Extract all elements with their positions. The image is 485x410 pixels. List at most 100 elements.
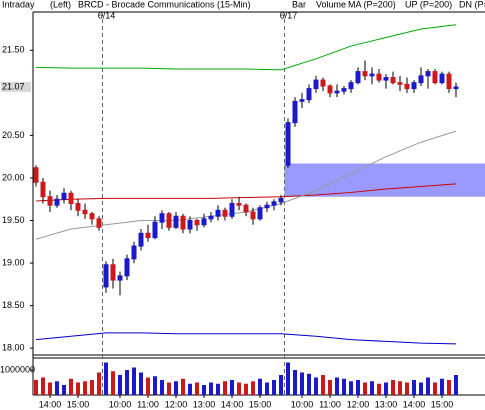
candle-body	[222, 209, 228, 217]
header-mode: Intraday	[2, 0, 35, 9]
candle-body	[117, 275, 123, 281]
x-tick-label: 10:00	[109, 399, 132, 409]
candle-body	[75, 203, 81, 211]
candle-body	[201, 218, 207, 226]
candle-body	[299, 99, 305, 102]
volume-bar	[97, 372, 101, 395]
candle-body	[432, 71, 438, 84]
volume-bar	[174, 381, 178, 395]
volume-bar	[307, 373, 311, 395]
y-tick-label: 20.50	[2, 130, 25, 140]
day-break-label: 6/14	[98, 10, 116, 20]
candle-body	[96, 218, 102, 228]
x-tick-label: 12:00	[347, 399, 370, 409]
header-axis: (Left)	[50, 0, 71, 9]
volume-bar	[160, 380, 164, 395]
x-tick-label: 15:00	[431, 399, 454, 409]
volume-bar	[433, 382, 437, 395]
volume-bar	[377, 383, 381, 395]
volume-bar	[139, 372, 143, 395]
candle-body	[61, 192, 67, 200]
volume-bar	[167, 382, 171, 395]
x-tick-label: 15:00	[67, 399, 90, 409]
volume-bar	[335, 377, 339, 395]
y-tick-label: 19.50	[2, 215, 25, 225]
chart-title: BRCD - Brocade Communications (15-Min)	[78, 0, 251, 9]
candle-body	[397, 82, 403, 85]
x-tick-label: 10:00	[291, 399, 314, 409]
volume-bar	[118, 375, 122, 395]
x-tick-label: 11:00	[319, 399, 341, 409]
price-zone	[284, 163, 485, 197]
volume-bar	[188, 383, 192, 395]
volume-bar	[216, 383, 220, 395]
volume-bar	[412, 380, 416, 395]
candle-body	[54, 198, 60, 206]
volume-bar	[55, 381, 59, 395]
volume-bar	[181, 378, 185, 395]
volume-bar	[41, 377, 45, 395]
candle-body	[446, 73, 452, 90]
candle-body	[411, 82, 417, 90]
volume-bar	[328, 380, 332, 395]
volume-bar	[440, 378, 444, 395]
volume-bar	[293, 370, 297, 395]
volume-bar	[384, 382, 388, 395]
candle-body	[124, 258, 130, 277]
volume-bar	[321, 375, 325, 395]
volume-bar	[48, 382, 52, 395]
candle-body	[159, 213, 165, 223]
y-tick-label: 21.50	[2, 45, 25, 55]
volume-legend: Volume	[316, 0, 346, 9]
candle-body	[47, 196, 53, 206]
volume-bar	[279, 375, 283, 395]
volume-bar	[251, 381, 255, 395]
candle-body	[131, 245, 137, 260]
candle-body	[348, 82, 354, 90]
candle-body	[292, 100, 298, 124]
volume-bar	[202, 385, 206, 395]
volume-bar	[62, 385, 66, 395]
x-tick-label: 13:00	[375, 399, 398, 409]
x-tick-label: 15:00	[249, 399, 272, 409]
volume-bar	[363, 382, 367, 395]
volume-bar	[230, 380, 234, 395]
x-tick-label: 13:00	[193, 399, 216, 409]
x-tick-label: 14:00	[221, 399, 244, 409]
volume-bar	[398, 381, 402, 395]
candle-body	[257, 207, 263, 220]
volume-bar	[111, 371, 115, 395]
candle-body	[33, 167, 39, 183]
volume-bar	[349, 381, 353, 395]
volume-bar	[405, 382, 409, 395]
x-tick-label: 14:00	[39, 399, 62, 409]
volume-bar	[426, 377, 430, 395]
volume-bar	[342, 378, 346, 395]
candle-body	[173, 215, 179, 228]
candle-body	[320, 79, 326, 87]
candle-body	[334, 90, 340, 94]
volume-bar	[370, 381, 374, 395]
indicator-line	[35, 24, 457, 71]
candle-body	[418, 75, 424, 84]
candle-body	[138, 232, 144, 247]
candle-body	[439, 73, 445, 84]
candle-body	[390, 77, 396, 84]
x-tick-label: 11:00	[137, 399, 159, 409]
y-tick-label: 19.00	[2, 257, 25, 267]
volume-bar	[195, 382, 199, 395]
volume-bar	[258, 378, 262, 395]
indicator-line	[35, 183, 457, 202]
volume-bar	[132, 367, 136, 395]
candle-body	[355, 71, 361, 84]
candle-body	[110, 264, 116, 281]
volume-bar	[76, 382, 80, 395]
volume-bar	[447, 380, 451, 395]
volume-bar	[419, 382, 423, 395]
candle-body	[103, 264, 109, 288]
candle-body	[362, 71, 368, 77]
candle-body	[285, 122, 291, 166]
indicator-line	[35, 332, 457, 345]
volume-bar	[244, 383, 248, 395]
